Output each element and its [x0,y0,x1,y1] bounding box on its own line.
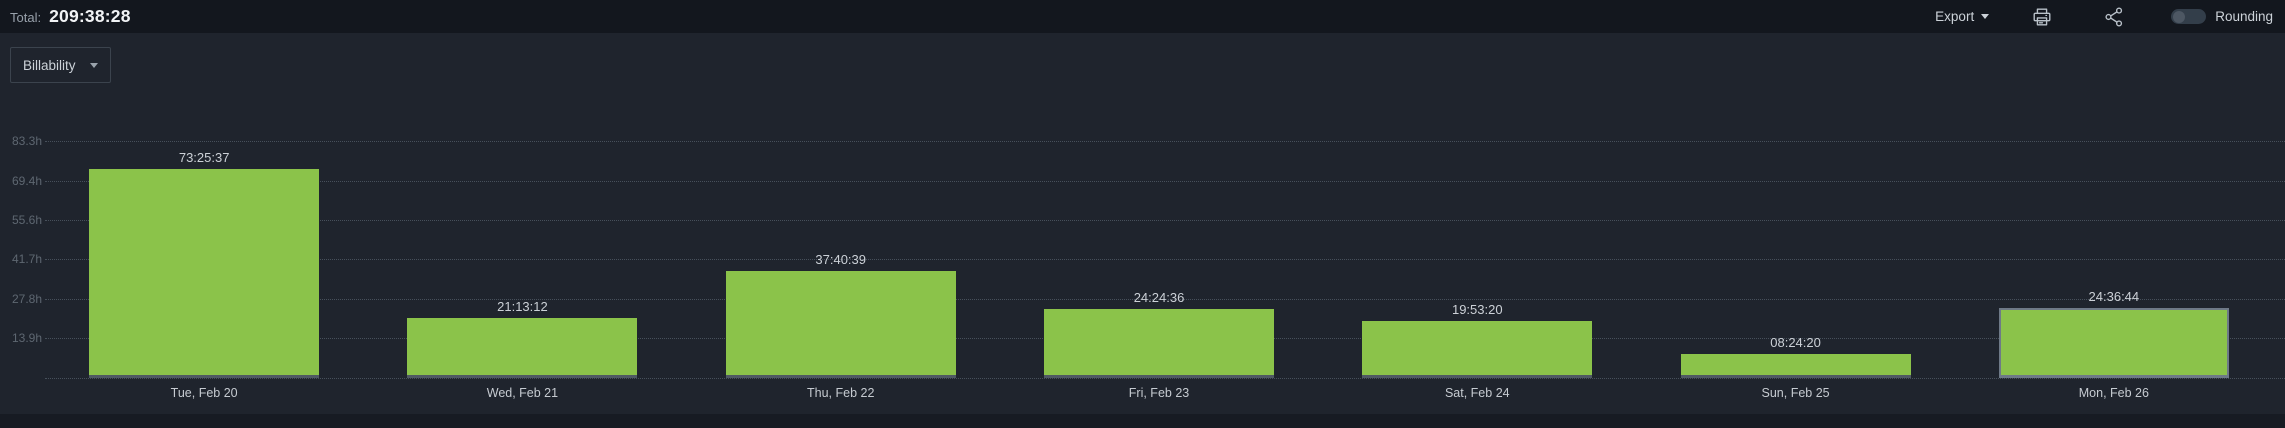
x-axis-label: Sat, Feb 24 [1444,386,1510,400]
billability-dropdown[interactable]: Billability [10,47,111,83]
x-axis-label: Fri, Feb 23 [1128,386,1190,400]
rounding-toggle[interactable] [2171,9,2207,24]
gridline [45,219,2285,221]
gridline [45,298,2285,300]
x-axis-label: Mon, Feb 26 [2078,386,2149,400]
top-bar-actions: Export [1929,2,2273,32]
gridline [45,259,2285,261]
bar-value-label: 73:25:37 [178,150,230,165]
y-axis-tick-label: 41.7h [11,252,42,267]
bar-value-label: 24:24:36 [1133,290,1185,305]
printer-icon [2031,6,2053,28]
y-axis-tick-label: 83.3h [11,134,42,148]
print-button[interactable] [2027,2,2057,32]
y-axis-tick-label: 13.9h [11,331,42,346]
total-label: Total: [10,10,42,25]
bar-value-label: 19:53:20 [1451,302,1503,317]
bar-chart: 13.9h 27.8h 41.7h 55.6h 69.4h 83.3h 73:25:37 Tu… [0,33,2285,414]
top-bar: Total: 209:38:28 Export [0,0,2285,33]
bar-value-label: 08:24:20 [1770,335,1821,350]
share-icon [2103,6,2125,28]
bar-value-label: 21:13:12 [497,299,548,314]
x-axis-label: Thu, Feb 22 [807,386,875,400]
bar[interactable] [726,271,956,378]
bar[interactable] [1362,321,1592,378]
export-button[interactable]: Export [1929,5,1995,28]
bar[interactable] [89,169,319,378]
bar[interactable] [407,318,637,378]
report-card: 13.9h 27.8h 41.7h 55.6h 69.4h 83.3h 73:25:37 Tu… [0,33,2285,414]
bar-value-label: 24:36:44 [2088,289,2140,304]
gridline [45,378,2285,379]
x-axis-label: Tue, Feb 20 [170,386,238,400]
total-time: Total: 209:38:28 [10,6,131,27]
y-axis-tick-label: 27.8h [11,291,42,306]
gridline [45,180,2285,182]
toggle-knob [2173,10,2186,23]
rounding-control: Rounding [2171,9,2273,24]
billability-dropdown-label: Billability [23,57,76,73]
x-axis-label: Sun, Feb 25 [1761,386,1830,400]
bar[interactable] [1681,354,1911,378]
share-button[interactable] [2099,2,2129,32]
gridline [45,141,2285,142]
x-axis-label: Wed, Feb 21 [486,386,559,400]
y-axis-tick-label: 55.6h [11,212,42,227]
total-value: 209:38:28 [49,6,131,26]
bar[interactable] [1044,309,1274,378]
y-axis-tick-label: 69.4h [11,173,42,188]
rounding-label: Rounding [2215,9,2273,24]
bar[interactable] [1999,308,2229,378]
page-background-strip [0,414,2285,428]
bar-value-label: 37:40:39 [815,252,867,267]
chevron-down-icon [1981,14,1990,19]
export-button-label: Export [1935,9,1975,24]
chevron-down-icon [89,62,98,68]
